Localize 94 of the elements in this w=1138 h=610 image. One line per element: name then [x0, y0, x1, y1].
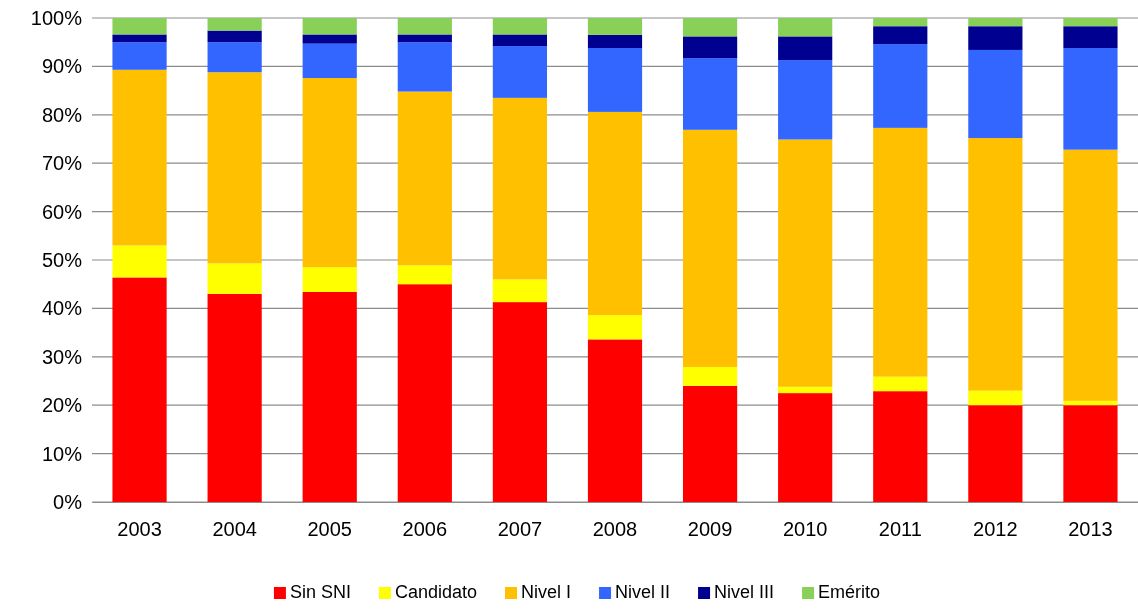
- y-tick-label: 90%: [41, 55, 83, 78]
- bar: [587, 18, 643, 35]
- bar: [112, 277, 167, 502]
- x-tick-label: 2003: [117, 518, 162, 541]
- bar: [873, 44, 928, 128]
- y-tick-label: 30%: [41, 345, 83, 368]
- bar: [682, 36, 738, 59]
- bar: [682, 129, 738, 367]
- bar: [587, 315, 643, 340]
- bar: [1063, 405, 1118, 502]
- y-tick-label: 10%: [41, 442, 83, 465]
- x-tick-label: 2011: [878, 518, 922, 541]
- bar: [397, 91, 452, 266]
- bar: [778, 386, 833, 394]
- bar: [112, 69, 167, 246]
- bar: [778, 36, 833, 61]
- bar: [302, 267, 357, 292]
- bar: [492, 34, 548, 47]
- bar: [397, 42, 452, 92]
- y-tick-label: 50%: [41, 248, 83, 271]
- bar: [207, 30, 262, 43]
- bar: [492, 46, 548, 98]
- bar: [302, 43, 357, 79]
- bar: [112, 42, 167, 70]
- bar: [873, 127, 928, 377]
- bar: [778, 60, 833, 140]
- bar: [587, 111, 643, 316]
- bar: [587, 339, 643, 502]
- bar: [778, 393, 833, 502]
- x-tick-label: 2005: [307, 518, 352, 541]
- bar: [682, 366, 738, 386]
- legend-label: Emérito: [818, 582, 881, 602]
- bar: [112, 245, 167, 278]
- bar: [873, 18, 928, 27]
- x-tick-label: 2013: [1068, 518, 1113, 541]
- bar: [968, 405, 1023, 502]
- bar: [112, 34, 167, 43]
- bar: [397, 18, 452, 35]
- bar: [207, 18, 262, 31]
- bar: [302, 78, 357, 268]
- bar: [207, 263, 262, 294]
- bar: [397, 284, 452, 502]
- legend-label: Nivel II: [615, 582, 671, 602]
- bar: [587, 34, 643, 49]
- bar: [112, 18, 167, 35]
- legend-label: Nivel III: [714, 582, 775, 602]
- bar: [1063, 149, 1118, 401]
- legend-label: Sin SNI: [289, 582, 351, 602]
- bar: [873, 376, 928, 392]
- bar: [397, 34, 452, 43]
- bar: [302, 18, 357, 35]
- x-tick-label: 2006: [402, 518, 448, 541]
- x-tick-label: 2007: [497, 518, 543, 541]
- bar: [778, 139, 833, 387]
- bar: [397, 265, 452, 285]
- x-tick-label: 2004: [212, 518, 257, 541]
- bar: [492, 302, 548, 502]
- bar: [968, 26, 1023, 50]
- bar: [302, 34, 357, 44]
- bar: [587, 48, 643, 112]
- bar: [1063, 18, 1118, 27]
- y-tick-label: 60%: [41, 200, 83, 223]
- bar: [1063, 26, 1118, 49]
- x-tick-label: 2010: [782, 518, 828, 541]
- bar: [207, 72, 262, 264]
- bar: [1063, 48, 1118, 150]
- y-tick-label: 20%: [41, 394, 83, 417]
- y-tick-label: 70%: [41, 152, 83, 175]
- y-tick-label: 0%: [53, 490, 83, 513]
- y-tick-label: 100%: [30, 6, 83, 29]
- x-tick-label: 2012: [973, 518, 1018, 541]
- bar: [682, 58, 738, 130]
- bar: [207, 293, 262, 502]
- bar: [207, 42, 262, 73]
- y-tick-label: 40%: [41, 297, 83, 320]
- legend-label: Nivel I: [521, 582, 572, 602]
- bar: [968, 49, 1023, 139]
- bar: [682, 385, 738, 502]
- bar: [778, 18, 833, 37]
- bar: [873, 391, 928, 502]
- x-tick-label: 2009: [687, 518, 733, 541]
- bar: [492, 18, 548, 35]
- bar: [873, 26, 928, 45]
- y-tick-label: 80%: [41, 103, 83, 126]
- bar: [492, 279, 548, 303]
- bar: [968, 138, 1023, 391]
- legend-label: Candidato: [394, 582, 478, 602]
- bar: [1063, 400, 1118, 406]
- bar: [492, 97, 548, 280]
- bar: [682, 18, 738, 37]
- bar: [968, 390, 1023, 406]
- bar: [302, 291, 357, 502]
- x-tick-label: 2008: [592, 518, 638, 541]
- bar: [968, 18, 1023, 27]
